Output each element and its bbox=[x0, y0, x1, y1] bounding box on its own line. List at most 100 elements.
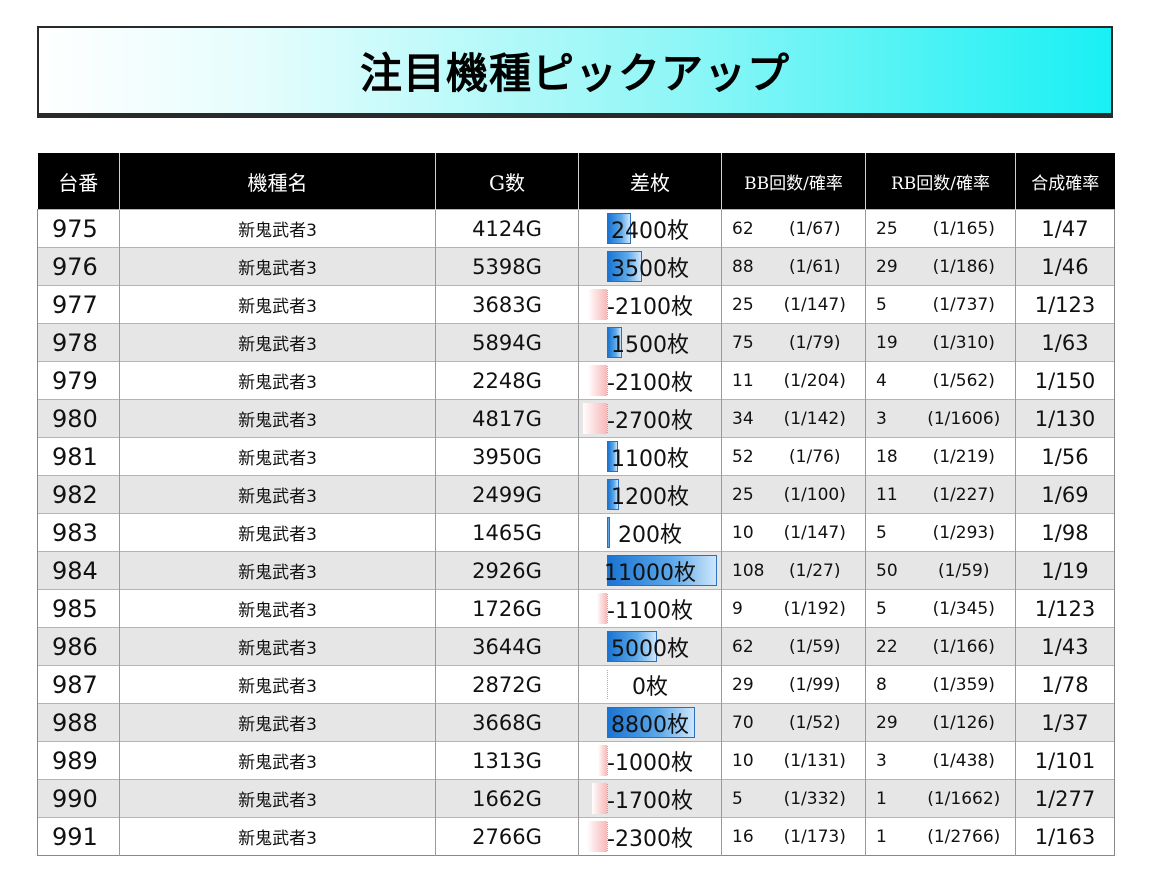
machine-name-cell: 新鬼武者3 bbox=[119, 361, 436, 400]
table-row: 981 新鬼武者3 3950G 1100枚 52 (1/76) 18 (1/219) 1/56 bbox=[37, 437, 1115, 476]
total-probability-cell: 1/130 bbox=[1015, 399, 1115, 438]
diff-label: -2700枚 bbox=[607, 408, 693, 434]
machine-table: 台番 機種名 G数 差枚 BB回数/確率 RB回数/確率 合成確率 975 新鬼武… bbox=[37, 153, 1115, 856]
rb-count-cell: 50 bbox=[865, 551, 913, 590]
title-banner: 注目機種ピックアップ bbox=[37, 26, 1113, 115]
table-row: 983 新鬼武者3 1465G 200枚 10 (1/147) 5 (1/293) 1/98 bbox=[37, 513, 1115, 552]
games-count-cell: 3683G bbox=[435, 285, 579, 324]
table-row: 978 新鬼武者3 5894G 1500枚 75 (1/79) 19 (1/310) 1/63 bbox=[37, 323, 1115, 362]
games-count-cell: 4817G bbox=[435, 399, 579, 438]
machine-name-cell: 新鬼武者3 bbox=[119, 285, 436, 324]
diff-label: -2300枚 bbox=[607, 826, 693, 852]
bb-probability-cell: (1/61) bbox=[764, 247, 866, 286]
bb-count-cell: 108 bbox=[721, 551, 765, 590]
machine-number-cell: 982 bbox=[37, 475, 120, 514]
table-header-row: 台番 機種名 G数 差枚 BB回数/確率 RB回数/確率 合成確率 bbox=[37, 153, 1115, 210]
games-count-cell: 2872G bbox=[435, 665, 579, 704]
diff-bar-area bbox=[579, 438, 721, 475]
games-count-cell: 2926G bbox=[435, 551, 579, 590]
table-row: 988 新鬼武者3 3668G 8800枚 70 (1/52) 29 (1/126) 1/37 bbox=[37, 703, 1115, 742]
rb-probability-cell: (1/166) bbox=[912, 627, 1016, 666]
rb-probability-cell: (1/219) bbox=[912, 437, 1016, 476]
diff-value-cell: -1000枚 bbox=[578, 741, 722, 780]
diff-value-cell: -2300枚 bbox=[578, 817, 722, 856]
machine-name-cell: 新鬼武者3 bbox=[119, 209, 436, 248]
total-probability-cell: 1/150 bbox=[1015, 361, 1115, 400]
machine-name-cell: 新鬼武者3 bbox=[119, 741, 436, 780]
bb-count-cell: 62 bbox=[721, 627, 765, 666]
rb-probability-cell: (1/227) bbox=[912, 475, 1016, 514]
rb-count-cell: 5 bbox=[865, 513, 913, 552]
total-probability-cell: 1/101 bbox=[1015, 741, 1115, 780]
games-count-cell: 5398G bbox=[435, 247, 579, 286]
bb-probability-cell: (1/27) bbox=[764, 551, 866, 590]
machine-name-cell: 新鬼武者3 bbox=[119, 323, 436, 362]
machine-name-cell: 新鬼武者3 bbox=[119, 589, 436, 628]
diff-bar-axis bbox=[607, 746, 608, 775]
diff-value-cell: 3500枚 bbox=[578, 247, 722, 286]
diff-value-cell: 1200枚 bbox=[578, 475, 722, 514]
bb-count-cell: 88 bbox=[721, 247, 765, 286]
diff-label: 0枚 bbox=[632, 674, 668, 700]
diff-bar-positive bbox=[607, 631, 657, 662]
rb-count-cell: 5 bbox=[865, 589, 913, 628]
machine-name-cell: 新鬼武者3 bbox=[119, 703, 436, 742]
rb-count-cell: 18 bbox=[865, 437, 913, 476]
header-machine-number: 台番 bbox=[37, 153, 120, 210]
header-bb: BB回数/確率 bbox=[721, 153, 866, 210]
diff-value-cell: 2400枚 bbox=[578, 209, 722, 248]
games-count-cell: 1313G bbox=[435, 741, 579, 780]
diff-bar-negative bbox=[583, 403, 607, 434]
diff-label: 1200枚 bbox=[611, 484, 689, 510]
diff-bar-area bbox=[579, 400, 721, 437]
diff-bar-axis bbox=[607, 404, 608, 433]
table-row: 976 新鬼武者3 5398G 3500枚 88 (1/61) 29 (1/186) 1/46 bbox=[37, 247, 1115, 286]
bb-probability-cell: (1/99) bbox=[764, 665, 866, 704]
rb-count-cell: 1 bbox=[865, 817, 913, 856]
table-row: 989 新鬼武者3 1313G -1000枚 10 (1/131) 3 (1/438) 1/10… bbox=[37, 741, 1115, 780]
bb-probability-cell: (1/131) bbox=[764, 741, 866, 780]
games-count-cell: 2499G bbox=[435, 475, 579, 514]
rb-count-cell: 3 bbox=[865, 399, 913, 438]
rb-probability-cell: (1/345) bbox=[912, 589, 1016, 628]
table-row: 986 新鬼武者3 3644G 5000枚 62 (1/59) 22 (1/166) 1/43 bbox=[37, 627, 1115, 666]
diff-value-cell: 5000枚 bbox=[578, 627, 722, 666]
diff-bar-negative bbox=[597, 593, 607, 624]
diff-bar-area bbox=[579, 666, 721, 703]
games-count-cell: 3644G bbox=[435, 627, 579, 666]
total-probability-cell: 1/69 bbox=[1015, 475, 1115, 514]
machine-name-cell: 新鬼武者3 bbox=[119, 551, 436, 590]
machine-number-cell: 979 bbox=[37, 361, 120, 400]
diff-label: 200枚 bbox=[618, 522, 682, 548]
machine-number-cell: 985 bbox=[37, 589, 120, 628]
diff-label: -1000枚 bbox=[607, 750, 693, 776]
bb-count-cell: 16 bbox=[721, 817, 765, 856]
diff-bar-negative bbox=[588, 365, 607, 396]
diff-value-cell: -2700枚 bbox=[578, 399, 722, 438]
bb-count-cell: 10 bbox=[721, 741, 765, 780]
bb-count-cell: 29 bbox=[721, 665, 765, 704]
rb-count-cell: 1 bbox=[865, 779, 913, 818]
title-divider bbox=[37, 115, 1113, 118]
total-probability-cell: 1/37 bbox=[1015, 703, 1115, 742]
machine-number-cell: 989 bbox=[37, 741, 120, 780]
diff-bar-area bbox=[579, 476, 721, 513]
rb-probability-cell: (1/438) bbox=[912, 741, 1016, 780]
rb-count-cell: 8 bbox=[865, 665, 913, 704]
diff-label: 2400枚 bbox=[611, 218, 689, 244]
machine-number-cell: 976 bbox=[37, 247, 120, 286]
diff-label: 3500枚 bbox=[611, 256, 689, 282]
diff-bar-positive bbox=[607, 251, 642, 282]
bb-count-cell: 5 bbox=[721, 779, 765, 818]
games-count-cell: 5894G bbox=[435, 323, 579, 362]
rb-count-cell: 11 bbox=[865, 475, 913, 514]
machine-number-cell: 990 bbox=[37, 779, 120, 818]
table-row: 980 新鬼武者3 4817G -2700枚 34 (1/142) 3 (1/1606) 1/1… bbox=[37, 399, 1115, 438]
total-probability-cell: 1/63 bbox=[1015, 323, 1115, 362]
bb-probability-cell: (1/100) bbox=[764, 475, 866, 514]
table-row: 982 新鬼武者3 2499G 1200枚 25 (1/100) 11 (1/227) 1/69 bbox=[37, 475, 1115, 514]
table-row: 987 新鬼武者3 2872G 0枚 29 (1/99) 8 (1/359) 1/78 bbox=[37, 665, 1115, 704]
total-probability-cell: 1/19 bbox=[1015, 551, 1115, 590]
bb-count-cell: 34 bbox=[721, 399, 765, 438]
bb-probability-cell: (1/52) bbox=[764, 703, 866, 742]
